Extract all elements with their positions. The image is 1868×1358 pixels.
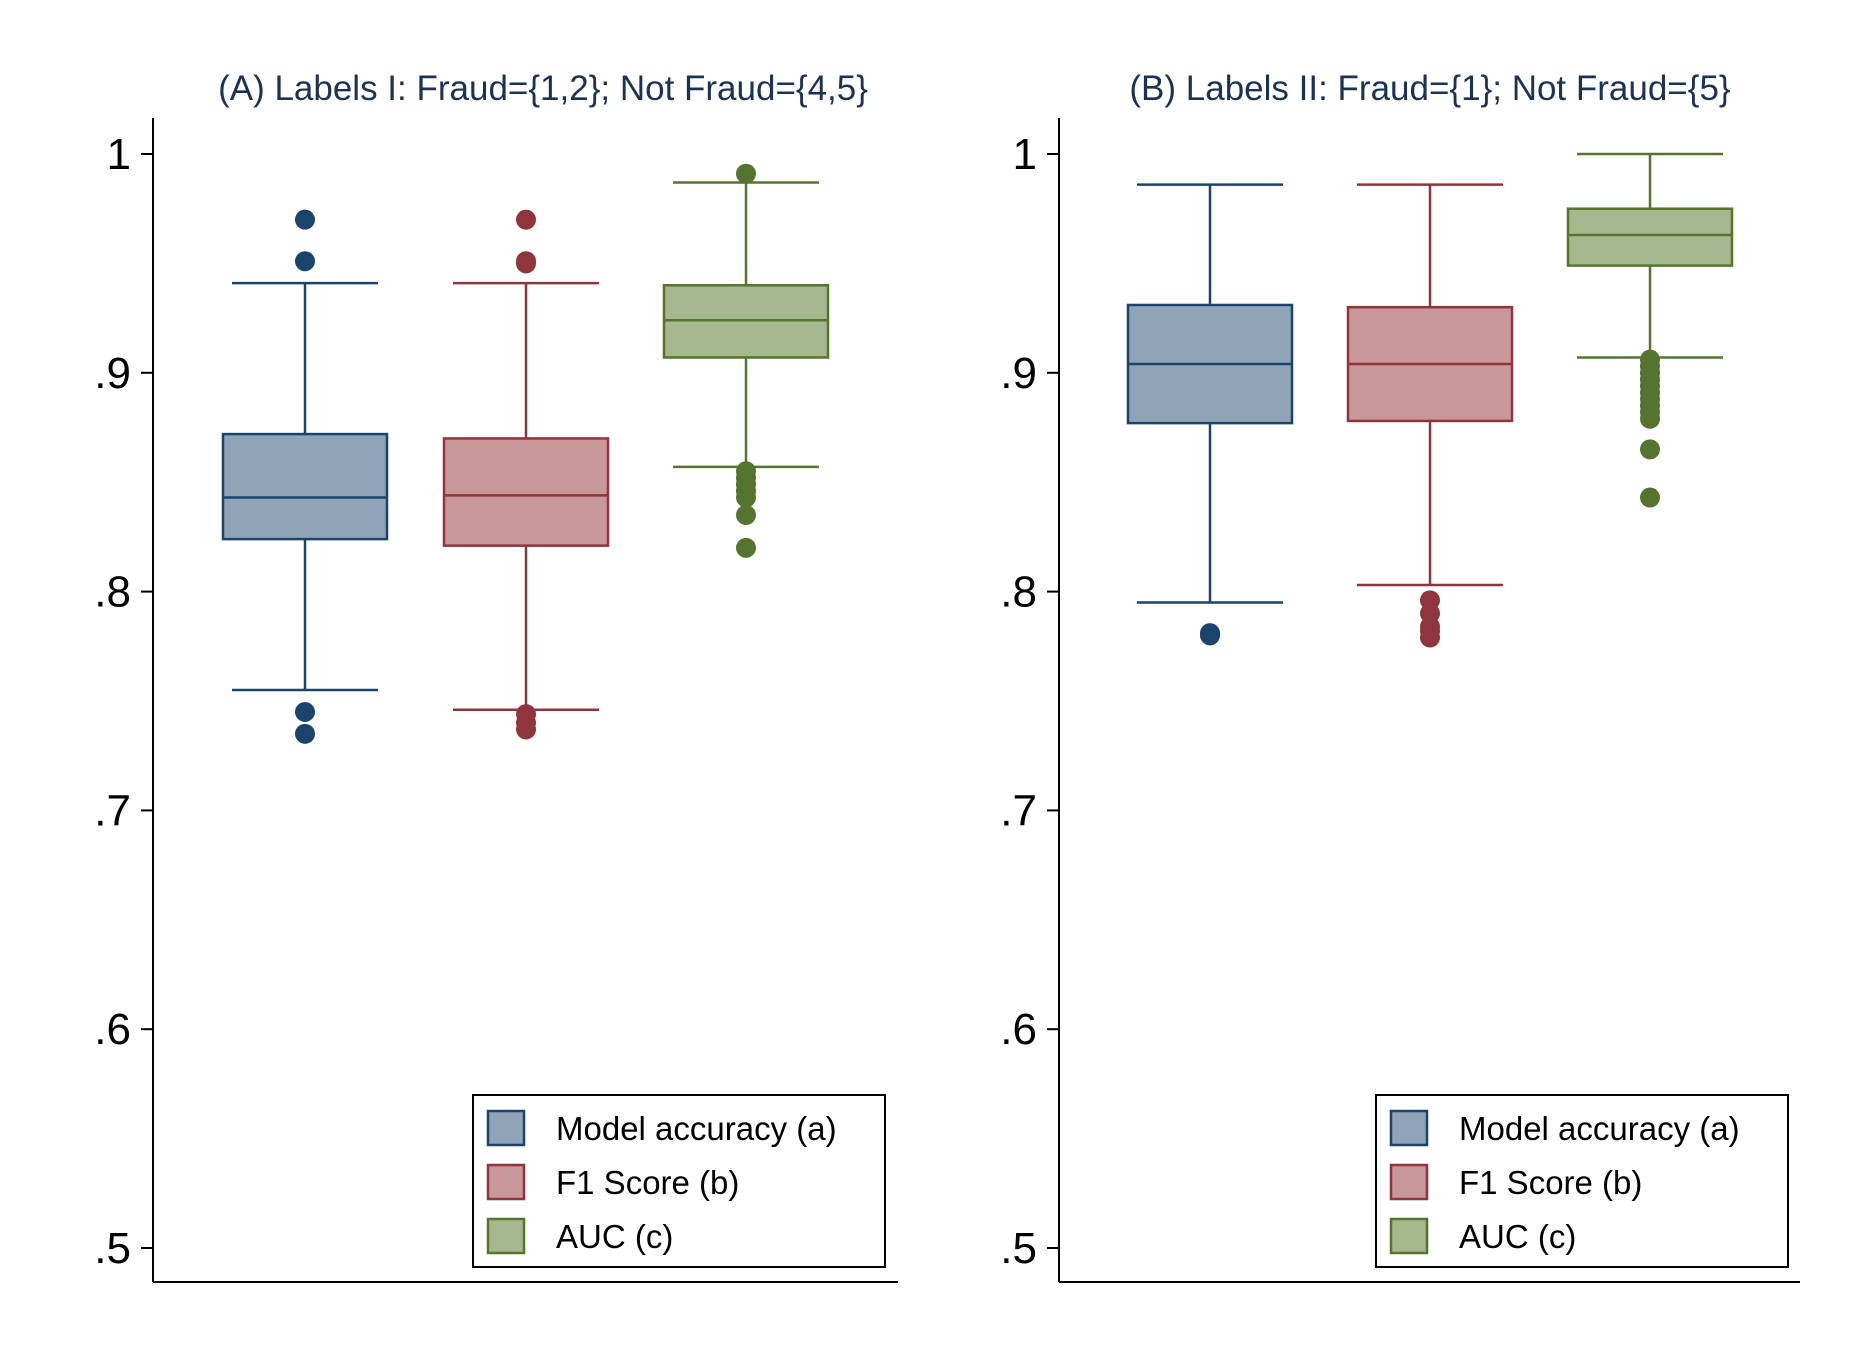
panel-b-f1-box — [1346, 183, 1514, 648]
panel-b-legend: Model accuracy (a) F1 Score (b) AUC (c) — [1375, 1094, 1789, 1268]
panel-a-axes: 1 .9 .8 .7 .6 .5 — [94, 118, 898, 1283]
panel-a-boxes — [221, 163, 830, 744]
panel-a-legend-label-accuracy: Model accuracy (a) — [556, 1110, 837, 1147]
panel-a-auc-outlier — [736, 487, 756, 508]
panel-b-ytick-label: 1 — [1013, 130, 1037, 179]
panel-a-ytick-label: 1 — [107, 130, 131, 179]
panel-b-ytick-label: .6 — [1000, 1005, 1037, 1054]
panel-b-title: (B) Labels II: Fraud={1}; Not Fraud={5} — [1129, 69, 1731, 108]
panel-b-legend-swatch-auc — [1389, 1217, 1429, 1255]
panel-b-auc-outlier — [1640, 487, 1660, 508]
panel-a-f1-box — [442, 209, 610, 740]
panel-a-legend-label-auc: AUC (c) — [556, 1218, 673, 1255]
panel-a: (A) Labels I: Fraud={1,2}; Not Fraud={4,… — [94, 69, 898, 1283]
panel-a-auc-outlier — [736, 537, 756, 558]
panel-a-legend-swatch-f1 — [486, 1163, 526, 1201]
panel-b-ytick-label: .7 — [1000, 786, 1037, 835]
panel-a-ytick-label: .8 — [94, 568, 131, 617]
panel-a-auc-outlier — [736, 163, 756, 184]
panel-a-f1-iqr-box — [442, 437, 610, 547]
panel-b-auc-iqr-box — [1566, 207, 1734, 267]
panel-b-f1-outlier — [1420, 627, 1440, 648]
panel-b-legend-label-f1: F1 Score (b) — [1459, 1164, 1642, 1201]
panel-b-legend-label-accuracy: Model accuracy (a) — [1459, 1110, 1740, 1147]
panel-b-accuracy-outlier — [1200, 625, 1220, 646]
panel-a-accuracy-iqr-box — [221, 432, 389, 541]
panel-b-accuracy-box — [1126, 183, 1294, 646]
panel-a-auc-box — [662, 163, 830, 558]
panel-b-legend-swatch-f1 — [1389, 1163, 1429, 1201]
panel-a-legend-swatch-accuracy — [486, 1109, 526, 1147]
panel-b-boxes — [1126, 152, 1734, 648]
panel-a-auc-outlier — [736, 505, 756, 526]
panel-a-ytick-label: .7 — [94, 786, 131, 835]
panel-b-auc-box — [1566, 152, 1734, 508]
panel-b-legend-swatch-accuracy — [1389, 1109, 1429, 1147]
panel-a-accuracy-outlier — [295, 701, 315, 722]
panel-a-legend-swatch-auc — [486, 1217, 526, 1255]
panel-b-legend-frame — [1375, 1094, 1789, 1268]
panel-b-auc-outlier — [1640, 408, 1660, 429]
panel-a-title: (A) Labels I: Fraud={1,2}; Not Fraud={4,… — [218, 69, 868, 108]
panel-a-f1-outlier — [516, 209, 536, 230]
panel-a-legend-frame — [472, 1094, 886, 1268]
panel-b-axes: 1 .9 .8 .7 .6 .5 — [1000, 118, 1800, 1283]
panel-a-f1-outlier — [516, 253, 536, 274]
panel-b-ytick-label: .8 — [1000, 568, 1037, 617]
panel-b: (B) Labels II: Fraud={1}; Not Fraud={5} … — [1000, 69, 1800, 1283]
panel-b-legend-label-auc: AUC (c) — [1459, 1218, 1576, 1255]
panel-a-ytick-label: .9 — [94, 349, 131, 398]
panel-a-accuracy-outlier — [295, 723, 315, 744]
panel-a-accuracy-outlier — [295, 251, 315, 272]
panel-a-legend: Model accuracy (a) F1 Score (b) AUC (c) — [472, 1094, 886, 1268]
panel-a-accuracy-box — [221, 209, 389, 744]
panel-a-ytick-label: .5 — [94, 1224, 131, 1273]
panel-b-ytick-label: .5 — [1000, 1224, 1037, 1273]
panel-a-f1-outlier — [516, 719, 536, 740]
panel-b-auc-outlier — [1640, 439, 1660, 460]
panel-a-legend-label-f1: F1 Score (b) — [556, 1164, 739, 1201]
panel-a-ytick-label: .6 — [94, 1005, 131, 1054]
panel-a-accuracy-outlier — [295, 209, 315, 230]
panel-b-ytick-label: .9 — [1000, 349, 1037, 398]
